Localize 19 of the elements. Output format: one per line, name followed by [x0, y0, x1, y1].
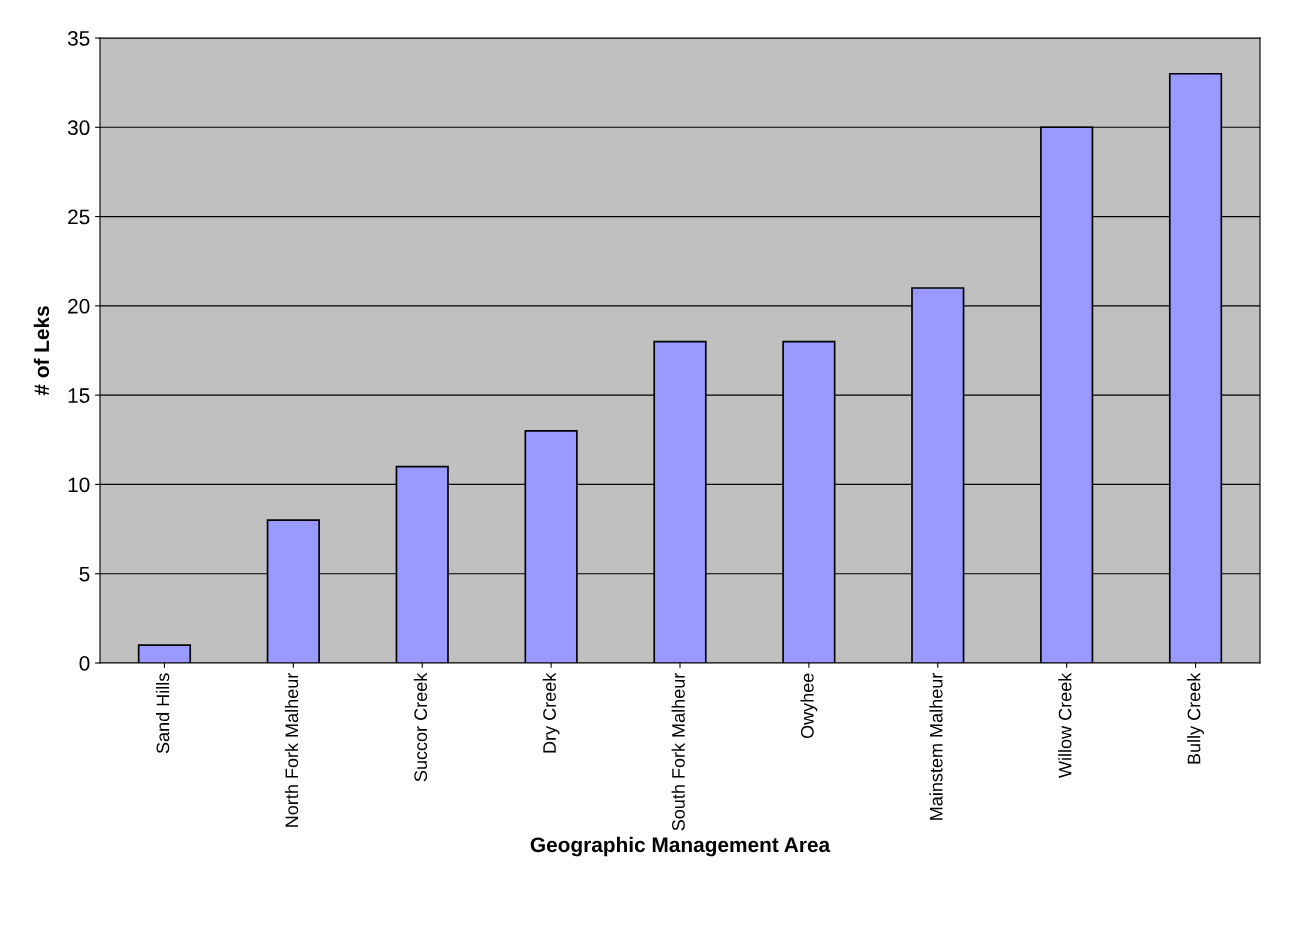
x-tick-label: South Fork Malheur — [671, 673, 685, 831]
x-tick-label: Bully Creek — [1187, 672, 1204, 764]
y-axis-title: # of Leks — [33, 306, 50, 396]
y-tick-label: 10 — [68, 477, 90, 493]
x-tick-label: Sand Hills — [156, 673, 170, 754]
y-tick-label: 20 — [68, 298, 90, 314]
y-tick-label: 15 — [68, 388, 90, 403]
y-tick-label: 5 — [79, 566, 90, 582]
x-axis-title: Geographic Management Area — [530, 836, 831, 857]
y-tick-label: 30 — [67, 120, 90, 136]
x-tick-label: Willow Creek — [1058, 672, 1072, 778]
y-tick-label: 25 — [68, 209, 90, 225]
x-tick-label: Owyhee — [800, 673, 818, 739]
x-tick-label: Mainstem Malheur — [929, 673, 943, 820]
x-tick-label: Succor Creek — [413, 672, 428, 782]
x-tick-label: North Fork Malheur — [284, 673, 299, 827]
y-tick-label: 35 — [67, 31, 90, 46]
x-tick-label: Dry Creek — [542, 672, 560, 753]
y-tick-label: 0 — [79, 656, 90, 671]
